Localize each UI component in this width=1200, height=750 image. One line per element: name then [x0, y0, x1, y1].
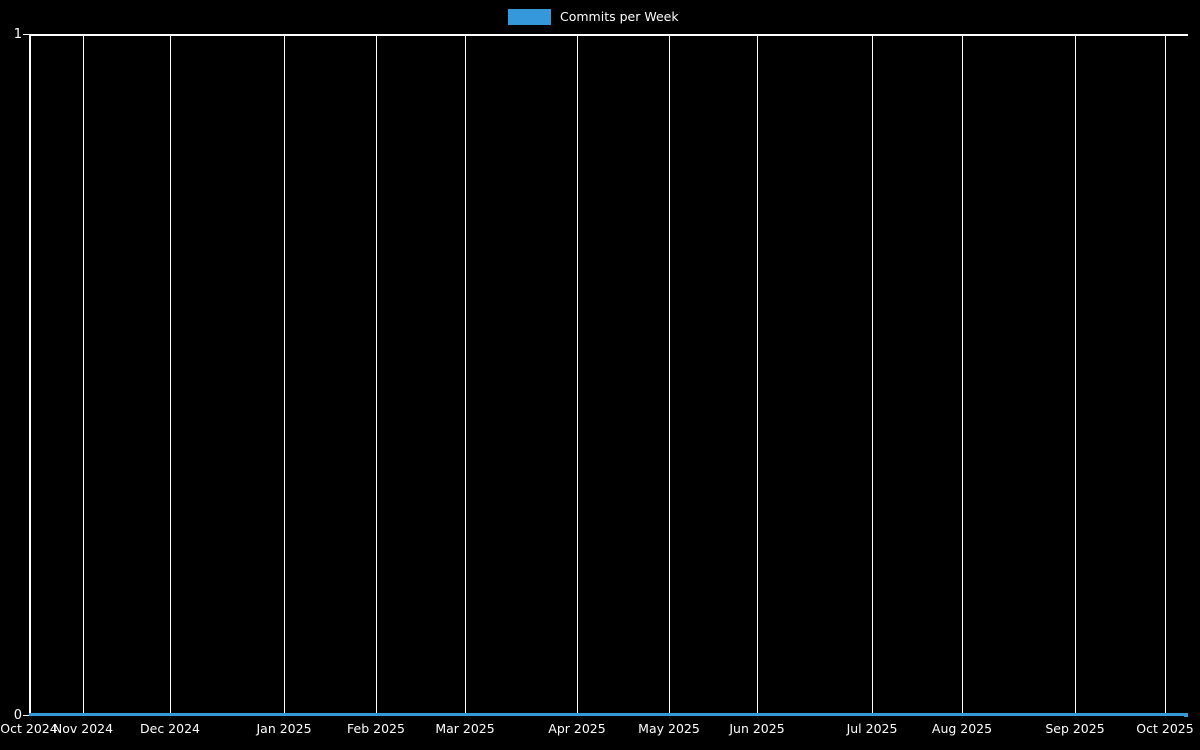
gridline-jun-2025	[757, 34, 758, 715]
x-axis-tick-label-sep-2025: Sep 2025	[1045, 721, 1105, 736]
y-axis-tick-mark-1	[23, 34, 29, 35]
gridline-may-2025	[669, 34, 670, 715]
y-axis-tick-label-0: 0	[13, 708, 22, 723]
gridline-dec-2024	[170, 34, 171, 715]
legend-label-commits-per-week: Commits per Week	[560, 8, 679, 24]
x-axis-tick-label-may-2025: May 2025	[638, 721, 700, 736]
x-axis-tick-label-jan-2025: Jan 2025	[256, 721, 312, 736]
gridline-aug-2025	[962, 34, 963, 715]
gridline-sep-2025	[1075, 34, 1076, 715]
plot-top-spine	[29, 34, 1188, 36]
x-axis-tick-label-jun-2025: Jun 2025	[729, 721, 785, 736]
gridline-nov-2024	[83, 34, 84, 715]
gridline-mar-2025	[465, 34, 466, 715]
x-axis-tick-label-nov-2024: Nov 2024	[52, 721, 114, 736]
y-axis: 1 0	[0, 0, 22, 750]
legend-swatch-commits-per-week	[508, 8, 551, 25]
gridline-feb-2025	[376, 34, 377, 715]
series-line-commits-per-week	[29, 713, 1188, 716]
series-endpoint-commits-per-week	[1184, 713, 1188, 717]
x-axis-tick-label-apr-2025: Apr 2025	[548, 721, 606, 736]
y-axis-tick-mark-0	[23, 715, 29, 716]
x-axis-tick-label-aug-2025: Aug 2025	[931, 721, 993, 736]
x-axis-tick-label-feb-2025: Feb 2025	[347, 721, 405, 736]
x-axis-tick-label-mar-2025: Mar 2025	[435, 721, 495, 736]
chart-legend: Commits per Week	[508, 8, 679, 25]
gridline-apr-2025	[577, 34, 578, 715]
plot-left-spine	[29, 34, 31, 715]
x-axis-tick-label-jul-2025: Jul 2025	[846, 721, 898, 736]
y-axis-tick-label-1: 1	[13, 27, 22, 42]
x-axis-tick-label-dec-2024: Dec 2024	[140, 721, 200, 736]
gridline-oct-2025	[1165, 34, 1166, 715]
plot-area	[29, 34, 1188, 717]
x-axis-tick-label-oct-2025: Oct 2025	[1136, 721, 1194, 736]
x-axis-tick-label-oct-2024: Oct 2024	[0, 721, 58, 736]
gridline-jul-2025	[872, 34, 873, 715]
gridline-jan-2025	[284, 34, 285, 715]
